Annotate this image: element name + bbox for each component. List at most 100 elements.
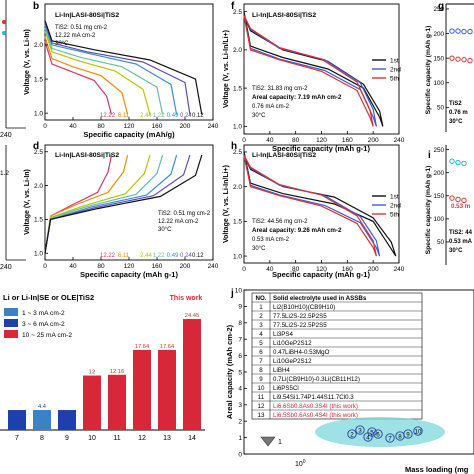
data-point	[347, 429, 357, 439]
series-line	[44, 27, 164, 115]
plot-frame	[243, 144, 400, 264]
series-layer	[243, 11, 384, 127]
data-point	[403, 429, 413, 439]
point-label: 7	[388, 435, 392, 442]
table-cell: 1	[259, 304, 263, 311]
x-tick-label: 160	[152, 123, 163, 130]
data-point	[449, 158, 455, 164]
data-point	[467, 57, 473, 64]
annotation-line: 12.22 mA cm-2	[158, 219, 199, 225]
y-axis-label: Voltage (V, vs. Li-In/Li+)	[223, 165, 230, 243]
data-point	[449, 195, 455, 201]
panel-d: d Li-In|LASI-80Si|TiS2 TiS2: 0.51 mg cm-…	[24, 141, 219, 279]
table-cell: Li6.6Sb0.8As0.3S4I (this work)	[273, 403, 358, 410]
y-tick-label: 2.0	[233, 184, 242, 191]
y-tick-label: 1.5	[34, 76, 43, 83]
y-tick-label: 250	[433, 147, 444, 154]
annotation-line: 30°C	[449, 119, 463, 125]
panel-label: g	[438, 1, 444, 12]
x-tick-label: 12	[138, 435, 146, 442]
bar	[8, 410, 26, 430]
table-cell: 8	[259, 367, 263, 374]
x-tick-label: 160	[152, 263, 163, 270]
legend-label: 3 ~ 6 mA cm-2	[22, 321, 65, 328]
annotation-line: 30°C	[252, 113, 266, 119]
table-cell: 5	[259, 340, 263, 347]
table-cell: 12	[258, 403, 265, 410]
point-label: 10	[414, 428, 422, 435]
bar-value-label: 17.64	[135, 344, 150, 350]
data-point	[455, 28, 461, 34]
data-point	[413, 426, 423, 436]
x-axis-label: Specific capacity (mAh/g)	[83, 130, 175, 139]
panel-h: h Li-In|LASI-80Si|TiS2 TiS2: 44.56 mg cm…	[223, 141, 405, 279]
y-tick-label: 50	[437, 239, 445, 246]
data-point	[355, 425, 365, 435]
annotation-line: 30°C	[55, 41, 69, 47]
data-point	[373, 429, 383, 439]
y-tick-label: 250	[433, 6, 444, 13]
y-axis-label: Areal capacity (mAh cm-2)	[225, 324, 234, 419]
annotation-line: TiS2: 0.51 mg cm-2	[55, 25, 108, 31]
partial-marker	[2, 31, 6, 35]
table-cell: 77.5Li2S-22.5P2S5	[273, 322, 327, 329]
annotation-line: TiS2: 31.83 mg cm-2	[252, 86, 308, 92]
plot-title: Li-In|LASI-80Si|TiS2	[55, 12, 119, 19]
rate-label: 6.11	[118, 253, 130, 259]
tick-label: 240	[0, 132, 12, 139]
x-tick-label: 8	[40, 435, 44, 442]
bar	[108, 374, 126, 430]
annotation-line: Areal capacity: 9.26 mAh cm-2	[252, 227, 342, 234]
series-line	[44, 36, 129, 115]
point-label: 8	[398, 433, 402, 440]
x-tick-label: 0	[242, 137, 246, 144]
y-axis-label: Voltage (V, vs. Li-In)	[24, 169, 31, 235]
point-label: 4	[366, 434, 370, 441]
x-tick-label: 14	[188, 435, 196, 442]
x-tick-label: 80	[97, 263, 105, 270]
y-tick-label: 1.5	[233, 219, 242, 226]
rate-label: 12.22	[100, 113, 116, 119]
annotation-line: TiS2	[449, 101, 462, 107]
x-axis-ticks: 0 40 80 120 160 200 240	[43, 117, 219, 130]
x-tick-label: 160	[342, 266, 353, 273]
rate-label: 0.49	[167, 113, 179, 119]
table-cell: 7	[259, 358, 263, 365]
legend-swatch	[4, 330, 18, 338]
series-line	[243, 155, 377, 257]
annotation-line: 30°C	[158, 227, 172, 233]
y-tick-label: 2.5	[233, 149, 242, 156]
y-tick-label: 200	[433, 31, 444, 38]
x-tick-label: 240	[208, 263, 219, 270]
table-cell: Li6.5Sb0.6As0.4S4I (this work)	[273, 412, 358, 419]
x-tick-label: 200	[180, 123, 191, 130]
legend-label: 2nd	[390, 67, 401, 74]
annotation-line: 30°C	[449, 248, 463, 254]
panel-f: f Li-In|LASI-80Si|TiS2 TiS2: 31.83 mg cm…	[223, 1, 405, 153]
panel-label: d	[33, 141, 39, 152]
y-tick-label: 8	[238, 320, 242, 327]
x-tick-label: 100	[295, 459, 306, 468]
table-cell: 11	[258, 394, 265, 401]
y-tick-label: 1.5	[233, 85, 242, 92]
table-cell: 4	[259, 331, 263, 338]
panel-label: b	[33, 1, 39, 12]
x-tick-label: 80	[292, 137, 300, 144]
x-tick-label: 240	[394, 266, 405, 273]
y-tick-label: 100	[433, 80, 444, 87]
y-tick-label: 1.0	[233, 253, 242, 260]
legend: 1 ~ 3 mA cm-2 3 ~ 6 mA cm-2 10 ~ 25 mA cm-…	[4, 308, 72, 339]
rate-labels: 12.22 6.11 2.44 1.22 0.49 0.24 0.12	[100, 113, 204, 119]
x-axis-label: Specific capacity (mAh g-1)	[80, 270, 178, 279]
legend-label: 2nd	[390, 203, 401, 210]
y-tick-label: 2.0	[233, 47, 242, 54]
point-label: 5	[370, 429, 374, 436]
x-tick-label: 0	[242, 266, 246, 273]
annotation-label: This work	[170, 295, 203, 302]
annotation-line: 0.53 mA	[449, 239, 473, 245]
y-tick-label: 2.0	[34, 183, 43, 190]
bar	[183, 319, 201, 430]
bar	[133, 349, 151, 430]
y-tick-label: 2	[238, 419, 242, 426]
